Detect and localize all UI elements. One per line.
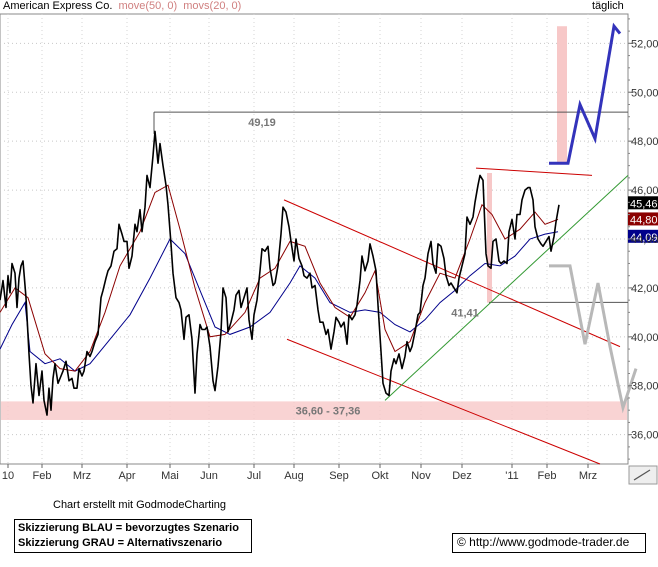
scenario-legend: Skizzierung BLAU = bevorzugtes Szenario … <box>14 519 252 553</box>
x-tick-label: Dez <box>452 470 472 482</box>
chart-title: American Express Co. move(50, 0) movs(20… <box>3 0 241 12</box>
support-label: 41,41 <box>451 307 479 319</box>
interval-label: täglich <box>592 0 624 12</box>
support-zones <box>1 26 627 420</box>
chart-axes: 52,00 50,00 48,00 46,00 44,00 42,00 40,00 38,00… <box>2 18 658 485</box>
price-tag-bg <box>628 196 658 210</box>
x-tick-label: Feb <box>538 470 557 482</box>
chart-series <box>0 22 638 416</box>
x-tick-label: 10 <box>2 470 14 482</box>
scroll-arrow-icon <box>633 469 651 481</box>
y-tick-label: 42,00 <box>631 283 658 295</box>
x-tick-label: Nov <box>411 470 431 482</box>
trend-lines <box>153 111 629 465</box>
chart-annotations: 49,19 41,41 36,60 - 37,36 45,46 44,80 44,09 <box>248 117 658 418</box>
x-tick-label: Mrz <box>73 470 91 482</box>
price-tag-label: 45,46 <box>630 198 658 210</box>
x-tick-label: Aug <box>284 470 304 482</box>
ma-fast-legend: movs(20, 0) <box>183 0 242 12</box>
x-tick-label: Feb <box>33 470 52 482</box>
plot-frame <box>0 13 629 465</box>
x-tick-label: Mai <box>161 470 179 482</box>
channel-lower <box>286 338 601 465</box>
scenario-gray-path <box>549 264 638 414</box>
y-tick-label: 40,00 <box>631 332 658 344</box>
company-name: American Express Co. <box>3 0 113 12</box>
x-tick-label: Sep <box>329 470 349 482</box>
x-tick-label: Mrz <box>579 470 597 482</box>
zone-label: 36,60 - 37,36 <box>296 406 361 418</box>
chart-credit: Chart erstellt mit GodmodeCharting <box>53 499 227 511</box>
top-trendline <box>475 167 593 176</box>
ma-slow-legend: move(50, 0) <box>118 0 178 12</box>
scenario-blue-path <box>549 22 622 165</box>
source-link-box[interactable]: © http://www.godmode-trader.de <box>452 533 646 553</box>
resistance-label: 49,19 <box>248 117 276 129</box>
x-tick-label: Okt <box>371 470 388 482</box>
y-tick-label: 50,00 <box>631 87 658 99</box>
price-tag-bg <box>628 212 658 226</box>
channel-upper <box>283 199 621 348</box>
price-tag-label: 44,80 <box>630 214 658 226</box>
y-tick-label: 38,00 <box>631 381 658 393</box>
x-tick-label: Apr <box>118 470 135 482</box>
price-chart: 49,19 41,41 36,60 - 37,36 45,46 44,80 44,09 5… <box>0 13 658 485</box>
price-line <box>0 130 560 416</box>
price-tag-label: 44,09 <box>630 232 658 244</box>
y-tick-label: 48,00 <box>631 136 658 148</box>
x-tick-label: '11 <box>505 470 519 482</box>
price-tag-bg <box>628 229 658 243</box>
y-tick-label: 52,00 <box>631 38 658 50</box>
y-tick-label: 46,00 <box>631 185 658 197</box>
legend-blue-scenario: Skizzierung BLAU = bevorzugtes Szenario <box>18 522 239 534</box>
support-zone <box>1 401 627 420</box>
legend-gray-scenario: Skizzierung GRAU = Alternativszenario <box>18 537 223 549</box>
y-tick-label: 36,00 <box>631 430 658 442</box>
source-link[interactable]: © http://www.godmode-trader.de <box>457 535 630 549</box>
breakout-highlight <box>557 26 567 164</box>
y-tick-label: 44,00 <box>631 234 658 246</box>
x-tick-label: Jun <box>200 470 218 482</box>
x-tick-label: Jul <box>247 470 261 482</box>
chart-grid <box>0 13 629 465</box>
uptrend-line <box>384 175 629 401</box>
december-drop-highlight <box>487 172 492 303</box>
